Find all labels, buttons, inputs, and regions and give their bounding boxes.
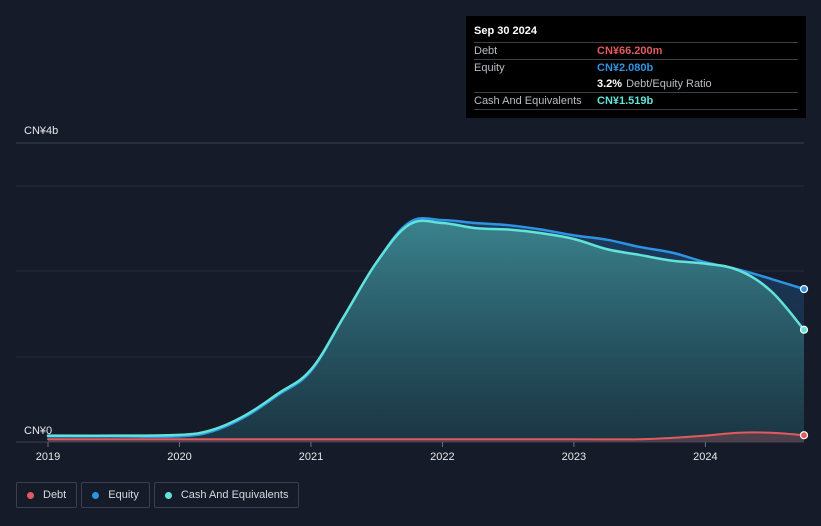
tooltip-debt-row: Debt CN¥66.200m xyxy=(474,42,798,59)
chart-legend: Debt Equity Cash And Equivalents xyxy=(16,482,300,508)
legend-item-debt[interactable]: Debt xyxy=(16,482,78,508)
cash-and-equivalents-line xyxy=(46,219,806,437)
debt-end-point xyxy=(799,431,809,440)
tooltip-equity-value: CN¥2.080b xyxy=(597,62,654,74)
tooltip-date: Sep 30 2024 xyxy=(474,25,537,37)
debt-line xyxy=(47,431,805,441)
x-tick-label-2021: 2021 xyxy=(298,451,324,463)
tooltip-equity-row: Equity CN¥2.080b xyxy=(474,59,798,76)
tooltip-ratio-value: 3.2% xyxy=(597,78,623,90)
legend-item-cash[interactable]: Cash And Equivalents xyxy=(153,482,300,508)
tooltip-ratio-label: Debt/Equity Ratio xyxy=(626,78,712,90)
cash-and-equivalents-end-point xyxy=(799,325,809,334)
tooltip-bottom-rule xyxy=(474,109,798,126)
equity-line xyxy=(46,216,806,439)
tooltip-debt-value: CN¥66.200m xyxy=(597,45,663,57)
y-axis-top-label: CN¥4b xyxy=(24,125,59,137)
y-axis-bottom-label: CN¥0 xyxy=(24,425,53,437)
tooltip-cash-row: Cash And Equivalents CN¥1.519b xyxy=(474,92,798,109)
equity-end-point xyxy=(799,284,809,294)
tooltip-cash-value: CN¥1.519b xyxy=(597,95,654,107)
x-tick-label-2019: 2019 xyxy=(35,451,61,463)
x-tick-label-2020: 2020 xyxy=(167,451,192,463)
legend-item-equity[interactable]: Equity xyxy=(81,482,150,508)
x-tick-label-2023: 2023 xyxy=(561,451,587,463)
legend-debt-label: Debt xyxy=(43,489,67,501)
legend-equity-dot-icon xyxy=(92,491,100,499)
legend-debt-dot-icon xyxy=(27,491,34,499)
tooltip-debt-label: Debt xyxy=(474,45,498,57)
x-tick-label-2022: 2022 xyxy=(430,451,455,463)
legend-equity-label: Equity xyxy=(108,489,139,501)
legend-cash-dot-icon xyxy=(164,491,172,499)
tooltip-ratio-spacer xyxy=(474,76,597,92)
cash-and-equivalents-area xyxy=(48,220,804,442)
x-tick-label-2024: 2024 xyxy=(693,451,718,463)
tooltip-ratio-row: 3.2% Debt/Equity Ratio xyxy=(474,76,798,92)
tooltip-equity-label: Equity xyxy=(474,62,505,74)
tooltip-cash-label: Cash And Equivalents xyxy=(474,95,582,107)
tooltip-panel: Sep 30 2024 Debt CN¥66.200m Equity CN¥2.… xyxy=(466,16,806,118)
legend-cash-label: Cash And Equivalents xyxy=(180,489,289,501)
